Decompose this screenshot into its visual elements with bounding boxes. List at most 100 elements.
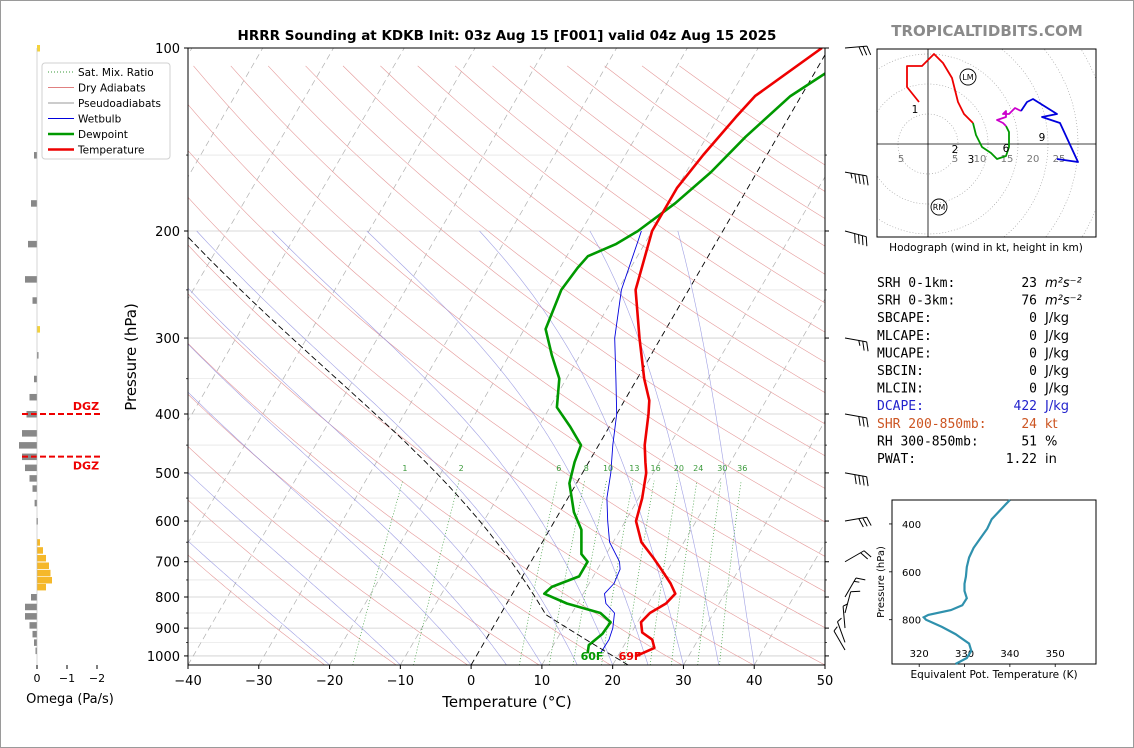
omega-bar xyxy=(37,554,46,562)
mixing-ratio-label: 30 xyxy=(717,464,727,473)
mixing-ratio-line xyxy=(670,480,698,665)
omega-bar xyxy=(22,430,37,437)
skew-t-ylabel: Pressure (hPa) xyxy=(122,303,140,411)
x-tick-label: −10 xyxy=(387,674,414,689)
omega-bar xyxy=(37,539,40,546)
hodograph-trace xyxy=(906,53,974,124)
dry-adiabat xyxy=(188,150,825,629)
dgz-label: DGZ xyxy=(73,400,99,413)
watermark: TROPICALTIDBITS.COM xyxy=(891,22,1083,40)
wind-barb xyxy=(833,626,846,651)
hodograph-ring-label: 10 xyxy=(974,154,987,165)
pseudoadiabat xyxy=(479,230,684,665)
omega-bar xyxy=(37,576,52,584)
stat-value: 24 xyxy=(1021,417,1037,432)
stat-label: SRH 0-3km: xyxy=(877,294,955,309)
stat-value: 1.22 xyxy=(1006,452,1037,467)
pseudoadiabat xyxy=(188,540,330,665)
dry-adiabat xyxy=(188,342,611,665)
y-tick-label: 300 xyxy=(155,332,180,347)
dry-adiabat xyxy=(188,393,540,665)
mixing-ratio-line xyxy=(649,480,678,665)
omega-xlabel: Omega (Pa/s) xyxy=(26,692,114,707)
isotherm xyxy=(188,48,334,300)
dry-adiabat xyxy=(492,65,825,304)
stat-unit: m²s⁻² xyxy=(1045,294,1082,309)
mixing-ratio-line xyxy=(413,480,460,665)
dry-adiabat xyxy=(417,65,825,363)
wind-barb xyxy=(844,337,869,352)
y-tick-label: 400 xyxy=(155,408,180,423)
omega-bar xyxy=(34,499,37,507)
y-tick-label: 500 xyxy=(155,467,180,482)
skew-t-legend: Sat. Mix. Ratio Dry Adiabats Pseudoadiabat… xyxy=(41,62,171,160)
mixing-ratio-label: 2 xyxy=(459,464,464,473)
omega-bar xyxy=(25,464,37,472)
hodograph-ring-label: 5 xyxy=(898,154,904,165)
wind-barb xyxy=(844,171,869,186)
y-tick-label: 700 xyxy=(155,556,180,571)
x-tick-label: 50 xyxy=(817,674,834,689)
y-tick-label: 900 xyxy=(155,622,180,637)
stat-value: 422 xyxy=(1014,399,1037,414)
pseudoadiabat xyxy=(188,343,507,665)
stat-unit: m²s⁻² xyxy=(1045,276,1082,291)
stat-label: SRH 0-1km: xyxy=(877,276,955,291)
storm-motion-label: LM xyxy=(962,73,973,82)
x-tick-label: −40 xyxy=(174,674,201,689)
hodograph-ring-label: 20 xyxy=(1027,154,1040,165)
omega-bar xyxy=(29,393,37,401)
skew-t-frame xyxy=(187,47,826,666)
omega-panel: DGZ DGZ 0 −1 −2 Omega (Pa/s) xyxy=(19,45,114,707)
stat-value: 0 xyxy=(1029,311,1037,326)
skew-t-plot: 1 2 6 8 10 13 16 20 24 30 36 −40 −30 −20 −10 0 10 20 30 40 5… xyxy=(41,42,834,711)
omega-bar xyxy=(37,326,40,333)
stat-unit: J/kg xyxy=(1044,382,1069,397)
mixing-ratio-label: 6 xyxy=(556,464,561,473)
dry-adiabat xyxy=(305,65,825,457)
mixing-ratio-label: 20 xyxy=(674,464,684,473)
omega-tick-label: −2 xyxy=(89,672,105,685)
hodograph-height-label: 9 xyxy=(1039,132,1046,144)
isotherm xyxy=(188,48,476,544)
y-tick-label: 800 xyxy=(155,591,180,606)
stat-unit: J/kg xyxy=(1044,346,1069,361)
theta-e-plot: 320 330 340 350 400 600 800 Equivalent Pot. Te… xyxy=(876,499,1097,681)
stat-unit: J/kg xyxy=(1044,364,1069,379)
legend-label: Temperature xyxy=(77,145,145,157)
legend-label: Wetbulb xyxy=(78,114,122,126)
parameter-table: SRH 0-1km: 23 m²s⁻² SRH 0-3km: 76 m²s⁻² SBCAPE… xyxy=(877,276,1082,467)
stat-label: MLCIN: xyxy=(877,382,924,397)
stat-unit: kt xyxy=(1045,417,1058,432)
mixing-ratio-line xyxy=(352,480,404,665)
wind-barb xyxy=(844,550,872,563)
omega-bar xyxy=(25,613,37,620)
omega-bar xyxy=(34,375,37,383)
y-tick-label: 100 xyxy=(155,42,180,57)
pseudoadiabat xyxy=(188,287,543,665)
mixing-ratio-label: 13 xyxy=(629,464,639,473)
stat-label: MLCAPE: xyxy=(877,329,932,344)
x-tick-label: 20 xyxy=(604,674,621,689)
omega-bar xyxy=(35,647,37,655)
mixing-ratio-line xyxy=(519,480,558,665)
omega-bar xyxy=(29,622,37,629)
hodograph-height-label: 6 xyxy=(1003,143,1010,155)
pseudoadiabat xyxy=(677,230,755,665)
wind-barb xyxy=(844,230,868,247)
dry-adiabat xyxy=(230,65,825,523)
wind-barb xyxy=(844,472,869,487)
stat-label: SHR 200-850mb: xyxy=(877,417,987,432)
mixing-ratio-line xyxy=(719,480,742,665)
mixing-ratio-label: 10 xyxy=(603,464,613,473)
omega-bar xyxy=(32,297,37,304)
stat-value: 0 xyxy=(1029,329,1037,344)
stat-unit: in xyxy=(1045,452,1057,467)
hodograph-caption: Hodograph (wind in kt, height in km) xyxy=(889,242,1083,254)
stat-value: 23 xyxy=(1021,276,1037,291)
x-tick-label: 30 xyxy=(675,674,692,689)
isotherm xyxy=(329,48,688,665)
omega-bar xyxy=(34,639,37,646)
dry-adiabat xyxy=(193,65,825,557)
